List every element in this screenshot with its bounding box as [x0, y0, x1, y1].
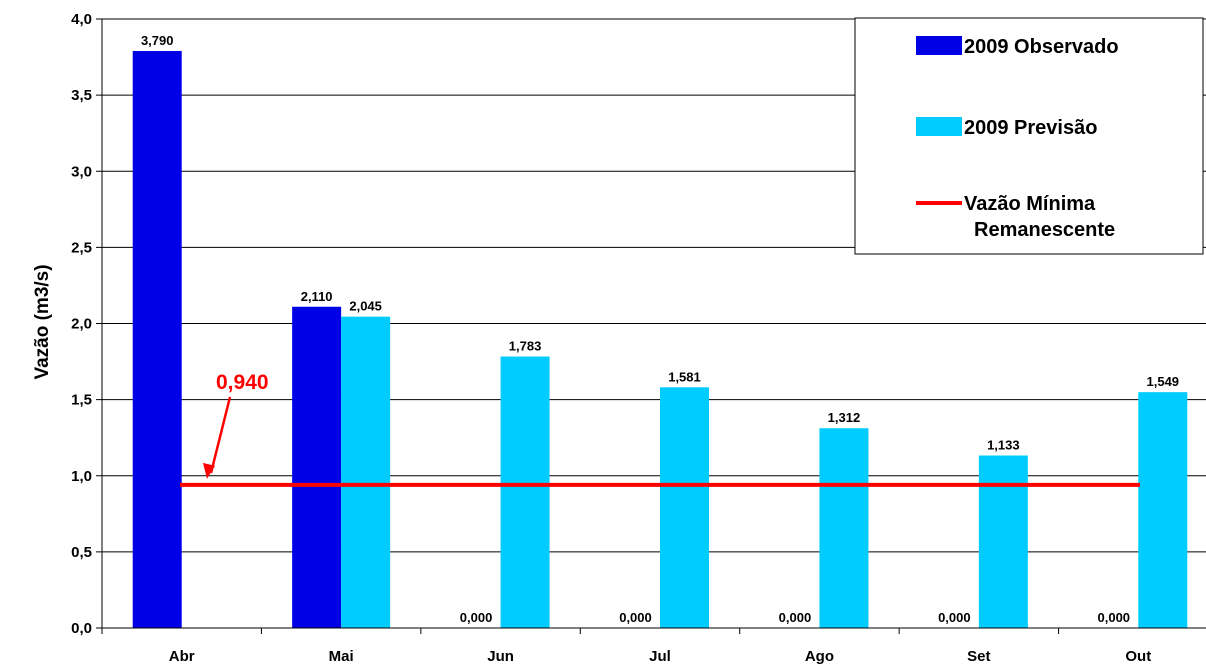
- bar-observado: [292, 306, 342, 628]
- x-tick-label: Ago: [805, 648, 834, 665]
- legend-swatch-previsao: [916, 117, 962, 136]
- legend-label-previsao: 2009 Previsão: [964, 117, 1097, 139]
- data-label: 1,783: [509, 339, 542, 354]
- axes: 0,0 0,5 1,0 1,5 2,0 2,5 3,0 3,5 4,0 Abr Mai Jun Jul A…: [71, 11, 1206, 665]
- data-label: 0,000: [779, 610, 812, 625]
- y-tick-label: 2,5: [71, 239, 92, 256]
- data-label: 1,133: [987, 438, 1020, 453]
- data-label: 0,000: [619, 610, 652, 625]
- reference-annotation: 0,940: [216, 371, 269, 394]
- x-tick-label: Set: [967, 648, 990, 665]
- x-tick-label: Out: [1125, 648, 1151, 665]
- data-label: 0,000: [1098, 610, 1131, 625]
- y-tick-label: 4,0: [71, 11, 92, 28]
- legend-box: [854, 17, 1204, 255]
- y-tick-label: 1,5: [71, 392, 92, 409]
- y-tick-label: 0,5: [71, 544, 92, 561]
- x-tick-label: Jun: [487, 648, 514, 665]
- legend: 2009 Observado 2009 Previsão Vazão Mínim…: [854, 17, 1204, 255]
- data-label: 0,000: [460, 610, 493, 625]
- bar-previsao: [978, 455, 1028, 628]
- legend-label-vazao-minima-line2: Remanescente: [974, 219, 1115, 241]
- bar-previsao: [819, 428, 869, 628]
- bar-previsao: [341, 316, 391, 628]
- y-tick-label: 3,0: [71, 163, 92, 180]
- legend-swatch-observado: [916, 36, 962, 55]
- reference-line-group: 0,940: [180, 371, 1140, 487]
- data-labels: 3,790 2,110 0,000 0,000 0,000 0,000 0,000 2,045…: [141, 33, 1179, 625]
- gridlines: [102, 18, 1206, 553]
- y-tick-label: 1,0: [71, 468, 92, 485]
- bar-previsao: [660, 387, 709, 628]
- bar-previsao: [1138, 392, 1188, 628]
- x-tick-label: Mai: [329, 648, 354, 665]
- bar-previsao: [500, 356, 550, 628]
- x-tick-label: Jul: [649, 648, 671, 665]
- annotation-arrow-head: [203, 462, 215, 479]
- data-label: 2,045: [349, 299, 382, 314]
- y-tick-label: 0,0: [71, 620, 92, 637]
- y-tick-label: 3,5: [71, 87, 92, 104]
- data-label: 1,549: [1147, 374, 1180, 389]
- data-label: 3,790: [141, 33, 174, 48]
- bars: [132, 50, 1188, 629]
- legend-label-vazao-minima-line1: Vazão Mínima: [964, 193, 1096, 215]
- annotation-arrow-shaft: [209, 396, 232, 474]
- y-tick-label: 2,0: [71, 316, 92, 333]
- y-axis-label: Vazão (m3/s): [32, 264, 53, 379]
- x-tick-label: Abr: [169, 648, 195, 665]
- data-label: 1,581: [668, 369, 701, 384]
- bar-observado: [132, 50, 182, 629]
- data-label: 0,000: [938, 610, 971, 625]
- data-label: 2,110: [301, 289, 333, 304]
- data-label: 1,312: [828, 410, 861, 425]
- legend-label-observado: 2009 Observado: [964, 36, 1119, 58]
